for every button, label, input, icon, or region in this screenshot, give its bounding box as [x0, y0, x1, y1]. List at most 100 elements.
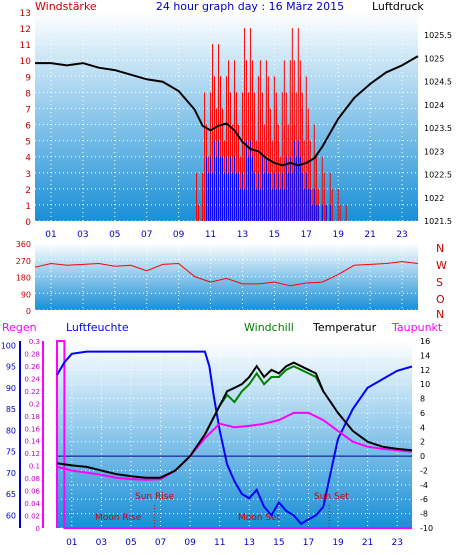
humidity-tick: 80 [6, 426, 16, 435]
y-left-tick: 5 [25, 138, 31, 148]
compass-label: S [436, 276, 443, 289]
y-right-tick: 1023.5 [424, 124, 452, 133]
humidity-temp-panel [57, 341, 412, 528]
compass-label: N [436, 242, 444, 255]
dewpoint-line [56, 411, 413, 481]
y-left-tick: 6 [25, 122, 31, 132]
humidity-tick: 70 [6, 469, 16, 478]
y-right-tick: 1021.5 [424, 217, 452, 226]
direction-line [34, 261, 419, 287]
humidity-tick: 65 [6, 490, 16, 499]
rain-tick: 0.16 [24, 425, 40, 433]
y-left-tick: 7 [25, 105, 31, 115]
x-tick-label: 11 [214, 538, 225, 548]
temp-tick: -6 [420, 495, 428, 504]
humidity-tick: 100 [1, 341, 16, 350]
pressure-line [35, 55, 419, 167]
y-right-tick: 1025 [424, 54, 444, 63]
temp-tick: 14 [420, 351, 430, 360]
dir-y-tick: 0 [26, 307, 31, 316]
y-right-tick: 1024.5 [424, 78, 452, 87]
rain-tick: 0.28 [24, 350, 40, 358]
y-left-tick: 3 [25, 170, 31, 180]
wind-direction-panel [35, 243, 418, 310]
temp-tick: -10 [420, 524, 433, 533]
temp-tick: 12 [420, 366, 430, 375]
x-tick-label: 23 [396, 230, 407, 240]
humidity-tick: 95 [6, 363, 16, 372]
y-left-tick: 8 [25, 89, 31, 99]
annotation-moon-set: Moon Set [238, 513, 281, 523]
legend-rain: Regen [2, 321, 37, 334]
rain-tick: 0.1 [29, 463, 40, 471]
compass-label: N [436, 308, 444, 321]
rain-tick: 0.2 [29, 400, 40, 408]
x-tick-label: 15 [269, 230, 280, 240]
rain-tick: 0.22 [24, 388, 40, 396]
y-right-tick: 1023 [424, 147, 444, 156]
rain-tick: 0.02 [24, 513, 40, 521]
x-tick-label: 09 [173, 230, 185, 240]
x-tick-label: 23 [391, 538, 402, 548]
y-left-tick: 0 [25, 218, 31, 228]
legend-humidity: Luftfeuchte [66, 321, 129, 334]
x-tick-label: 01 [45, 230, 56, 240]
x-tick-label: 21 [364, 230, 375, 240]
y-left-tick: 10 [20, 57, 32, 67]
x-tick-label: 17 [303, 538, 314, 548]
y-left-tick: 11 [20, 41, 31, 51]
wind-pressure-plot: 0123456789101112131021.510221022.5102310… [20, 9, 452, 240]
temp-tick: -4 [420, 481, 428, 490]
rain-tick: 0.24 [24, 375, 40, 383]
x-tick-label: 15 [273, 538, 284, 548]
y-right-tick: 1022 [424, 194, 444, 203]
right-axis-label: Luftdruck [372, 0, 424, 13]
dir-y-tick: 90 [21, 290, 31, 299]
temp-tick: -8 [420, 510, 428, 519]
compass-label: O [436, 293, 445, 306]
annotation-sun-rise: Sun Rise [135, 492, 174, 502]
x-tick-label: 13 [244, 538, 255, 548]
humidity-tick: 75 [6, 448, 16, 457]
temperature-line [56, 361, 413, 479]
y-left-tick: 1 [25, 202, 31, 212]
rain-tick: 0.14 [24, 438, 40, 446]
humidity-line [56, 350, 413, 526]
left-axis-label: Windstärke [35, 0, 97, 13]
temp-tick: 8 [420, 395, 425, 404]
windchill-line [204, 365, 325, 435]
x-tick-label: 19 [332, 538, 344, 548]
rain-tick: 0.26 [24, 363, 40, 371]
x-tick-label: 05 [109, 230, 120, 240]
humidity-tick: 90 [6, 384, 16, 393]
y-left-tick: 2 [25, 186, 31, 196]
temp-tick: -2 [420, 466, 428, 475]
annotation-sun-set: Sun Set [314, 492, 349, 502]
temp-tick: 6 [420, 409, 425, 418]
humidity-tick: 85 [6, 405, 16, 414]
humidity-tick: 60 [6, 511, 16, 520]
x-tick-label: 03 [77, 230, 88, 240]
dir-y-tick: 270 [16, 257, 31, 266]
x-tick-label: 17 [301, 230, 312, 240]
x-tick-label: 19 [332, 230, 344, 240]
y-left-tick: 13 [20, 9, 31, 19]
rain-tick: 0.18 [24, 413, 40, 421]
dir-y-tick: 360 [16, 240, 31, 249]
rain-tick: 0.04 [24, 500, 40, 508]
temp-tick: 10 [420, 380, 430, 389]
rain-tick: 0.12 [24, 450, 40, 458]
rain-tick: 0.06 [24, 488, 40, 496]
x-tick-label: 07 [141, 230, 152, 240]
rain-line [56, 340, 412, 529]
page-title: 24 hour graph day : 16 März 2015 [156, 0, 344, 13]
y-right-tick: 1024 [424, 101, 444, 110]
humidity-temp-plot: 606570758085909510000.020.040.060.080.10… [1, 337, 433, 548]
y-left-tick: 4 [25, 154, 31, 164]
rain-tick: 0 [36, 525, 40, 533]
y-right-tick: 1022.5 [424, 171, 452, 180]
temp-tick: 4 [420, 423, 425, 432]
x-tick-label: 13 [237, 230, 248, 240]
